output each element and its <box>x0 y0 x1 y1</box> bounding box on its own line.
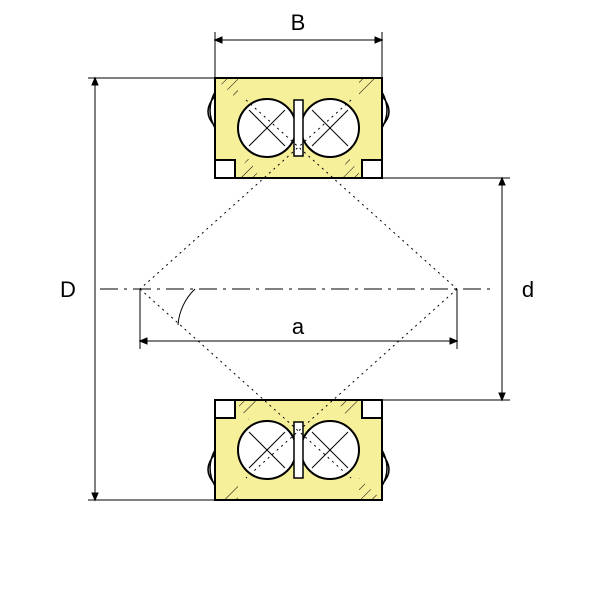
label-B: B <box>291 10 306 35</box>
bearing-cross-section-diagram: D d B a <box>0 0 600 600</box>
contact-angle-arc <box>178 289 195 325</box>
label-D: D <box>60 277 76 302</box>
dim-B <box>215 32 382 78</box>
label-d: d <box>522 277 534 302</box>
top-seal-left <box>208 92 215 128</box>
label-a: a <box>292 314 305 339</box>
top-seal-right <box>382 92 389 128</box>
bottom-balls <box>238 421 359 479</box>
top-balls <box>238 99 359 157</box>
bottom-seal-right <box>382 450 389 486</box>
bottom-seal-left <box>208 450 215 486</box>
